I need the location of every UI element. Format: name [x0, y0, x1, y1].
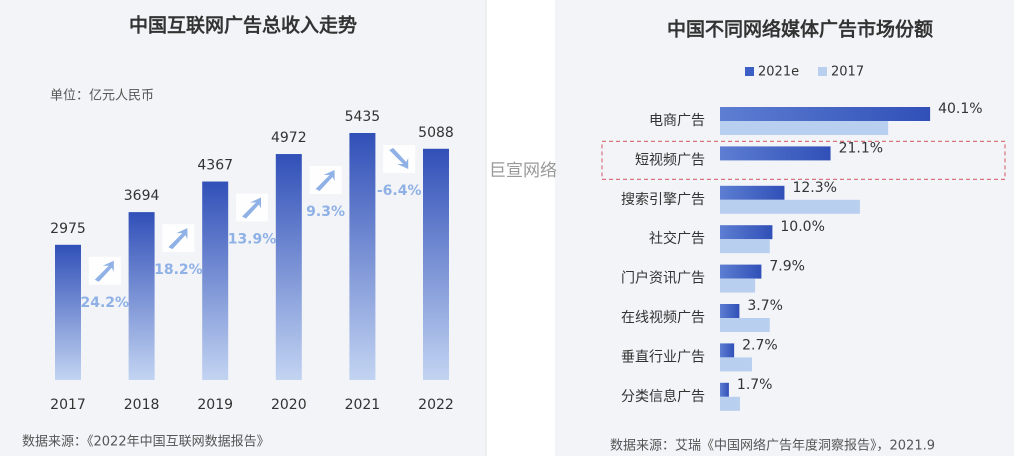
bar [275, 154, 302, 380]
bar [720, 357, 752, 372]
bar [720, 185, 785, 200]
bar [720, 396, 740, 411]
value-label: 7.9% [769, 259, 805, 275]
value-label: 10.0% [780, 219, 824, 235]
value-label: 40.1% [938, 101, 982, 117]
bar [720, 264, 762, 279]
bar [720, 225, 773, 240]
y-tick-label: 搜索引擎广告 [621, 191, 705, 208]
growth-label: 13.9% [228, 232, 277, 248]
source: 数据来源：《2022年中国互联网数据报告》 [22, 435, 270, 450]
bar [349, 133, 376, 380]
trend-arrow [315, 170, 335, 192]
trend-arrow [389, 148, 409, 169]
bar [720, 343, 735, 358]
legend-swatch [745, 67, 754, 76]
value-label: 4972 [271, 130, 307, 146]
y-tick-label: 短视频广告 [635, 152, 705, 168]
x-tick-label: 2018 [124, 397, 160, 413]
y-tick-label: 社交广告 [649, 230, 705, 247]
value-label: 3694 [124, 188, 160, 204]
y-tick-label: 门户资讯广告 [621, 270, 705, 287]
value-label: 3.7% [747, 298, 783, 314]
bar [720, 107, 931, 121]
x-tick-label: 2022 [418, 397, 454, 413]
x-tick-label: 2020 [271, 397, 307, 413]
value-label: 5088 [418, 125, 454, 141]
right-panel [555, 0, 1014, 456]
bar [720, 318, 770, 332]
growth-label: -6.4% [377, 183, 422, 199]
trend-arrow [242, 197, 261, 219]
x-tick-label: 2017 [50, 397, 86, 413]
value-label: 2975 [50, 221, 86, 237]
bar [202, 181, 229, 380]
value-label: 21.1% [839, 140, 883, 156]
y-tick-label: 垂直行业广告 [621, 348, 705, 365]
value-label: 1.7% [737, 377, 773, 393]
bar [720, 304, 740, 318]
bar [720, 199, 860, 214]
x-tick-label: 2019 [197, 397, 233, 413]
legend-swatch [818, 67, 827, 76]
y-tick-label: 分类信息广告 [621, 388, 705, 405]
unit: 单位：亿元人民币 [50, 89, 154, 104]
value-label: 5435 [345, 109, 381, 125]
legend-label: 2021e [758, 65, 799, 80]
growth-label: 24.2% [81, 295, 130, 311]
chart-title: 中国互联网广告总收入走势 [129, 14, 357, 37]
value-label: 4367 [197, 158, 233, 174]
growth-label: 9.3% [306, 204, 345, 220]
bar [423, 148, 449, 380]
value-label: 12.3% [792, 180, 836, 196]
y-tick-label: 在线视频广告 [621, 310, 705, 326]
growth-label: 18.2% [154, 262, 203, 278]
bar [720, 239, 770, 254]
bar [128, 212, 155, 380]
trend-arrow [94, 260, 114, 282]
legend-label: 2017 [831, 65, 864, 80]
bar [720, 382, 729, 397]
source: 数据来源：艾瑞《中国网络广告年度洞察报告》，2021.9 [610, 438, 935, 454]
bar [55, 244, 81, 380]
bar [720, 278, 756, 293]
value-label: 2.7% [742, 337, 778, 353]
x-tick-label: 2021 [345, 397, 381, 413]
bar [720, 121, 889, 135]
bar [720, 146, 831, 161]
watermark: 巨宣网络 [489, 161, 557, 181]
highlight-box [601, 140, 1006, 180]
y-tick-label: 电商广告 [649, 113, 705, 129]
chart-title: 中国不同网络媒体广告市场份额 [667, 18, 933, 41]
trend-arrow [168, 228, 188, 250]
